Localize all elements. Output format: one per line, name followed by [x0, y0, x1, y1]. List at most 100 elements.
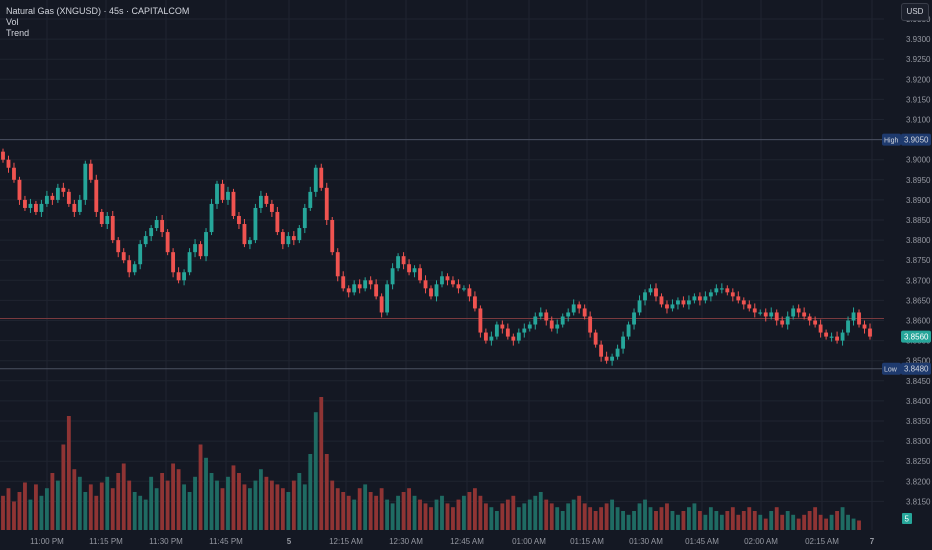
candle — [34, 203, 38, 212]
volume-bar — [610, 499, 615, 530]
volume-bar — [829, 514, 834, 530]
candle — [840, 332, 845, 341]
volume-bar — [467, 492, 472, 530]
indicator-vol[interactable]: Vol — [6, 17, 19, 27]
last-price-label: 3.8560 — [904, 333, 929, 342]
candle — [330, 220, 335, 253]
price-tick-label: 3.8150 — [906, 497, 931, 506]
candle — [862, 324, 867, 329]
candle — [813, 320, 818, 325]
volume-bar — [478, 495, 483, 530]
volume-bar — [297, 473, 302, 530]
volume-bar — [615, 507, 620, 530]
candle — [851, 312, 856, 321]
candle — [500, 324, 505, 329]
volume-bar — [840, 507, 845, 530]
volume-bar — [796, 518, 801, 530]
volume-bar — [385, 499, 390, 530]
candle — [451, 280, 455, 285]
candle — [423, 280, 428, 289]
volume-bar — [593, 511, 598, 530]
candle — [44, 195, 49, 204]
low-label-bg — [882, 362, 901, 375]
candle — [12, 167, 16, 180]
volume-bar — [220, 488, 225, 530]
volume-bar — [171, 463, 176, 530]
candle — [286, 236, 291, 245]
volume-bar — [489, 507, 494, 530]
volume-bar — [204, 457, 208, 530]
price-tick-label: 3.8650 — [906, 296, 931, 305]
candle — [846, 320, 850, 333]
price-tick-label: 3.8250 — [906, 457, 931, 466]
candle — [110, 215, 115, 241]
time-tick-label: 01:15 AM — [570, 537, 604, 546]
volume-bar — [396, 495, 401, 530]
volume-bar — [110, 488, 115, 530]
price-tick-label: 3.9150 — [906, 95, 931, 104]
volume-bar — [176, 469, 181, 530]
volume-bar — [182, 484, 187, 530]
volume-bar — [77, 476, 82, 530]
volume-bar — [429, 507, 433, 530]
candle — [818, 324, 823, 333]
candle — [824, 332, 829, 337]
candle — [341, 276, 346, 289]
candle — [368, 280, 373, 285]
candle — [88, 163, 93, 180]
volume-bar — [242, 484, 247, 530]
candle — [648, 288, 653, 293]
candle — [324, 187, 329, 220]
volume-bar — [807, 511, 812, 530]
volume-bar — [725, 511, 730, 530]
candle — [291, 236, 296, 241]
candle — [193, 244, 197, 253]
candle — [489, 336, 494, 341]
volume-bar — [143, 499, 148, 530]
volume-bar — [302, 484, 307, 530]
candle — [407, 264, 411, 273]
volume-bar — [280, 488, 285, 530]
candle — [55, 187, 60, 200]
candle — [719, 288, 724, 290]
volume-bar — [165, 480, 170, 530]
candle — [686, 300, 691, 305]
time-tick-label: 12:30 AM — [389, 537, 423, 546]
candle — [736, 296, 741, 301]
candle — [385, 284, 390, 313]
volume-bar — [857, 520, 861, 530]
candle — [226, 191, 230, 200]
volume-bar — [231, 465, 236, 530]
volume-bar — [566, 503, 571, 530]
volume-bar — [99, 482, 104, 530]
volume-bar — [451, 507, 455, 530]
currency-button[interactable]: USD — [901, 3, 929, 21]
candle — [571, 304, 576, 313]
volume-bar — [423, 503, 428, 530]
volume-bar — [654, 511, 658, 530]
candle — [434, 284, 439, 297]
volume-bar — [582, 503, 587, 530]
volume-bar — [560, 511, 565, 530]
candle — [780, 320, 785, 325]
high-label: High — [884, 138, 899, 145]
volume-bar — [440, 495, 444, 530]
candle — [308, 191, 313, 208]
candle — [248, 240, 252, 245]
candle — [374, 284, 379, 297]
indicator-trend[interactable]: Trend — [6, 28, 30, 38]
time-tick-label: 11:30 PM — [149, 537, 183, 546]
candle — [593, 332, 598, 345]
volume-bar — [28, 499, 33, 530]
volume-bar — [17, 492, 22, 530]
price-tick-label: 3.8700 — [906, 276, 931, 285]
candle — [401, 256, 406, 265]
volume-bar — [237, 473, 241, 530]
volume-bar — [676, 514, 680, 530]
candle — [418, 268, 422, 281]
volume-bar — [791, 514, 796, 530]
volume-bar — [324, 454, 329, 530]
volume-bar — [780, 514, 785, 530]
candle — [23, 199, 27, 208]
